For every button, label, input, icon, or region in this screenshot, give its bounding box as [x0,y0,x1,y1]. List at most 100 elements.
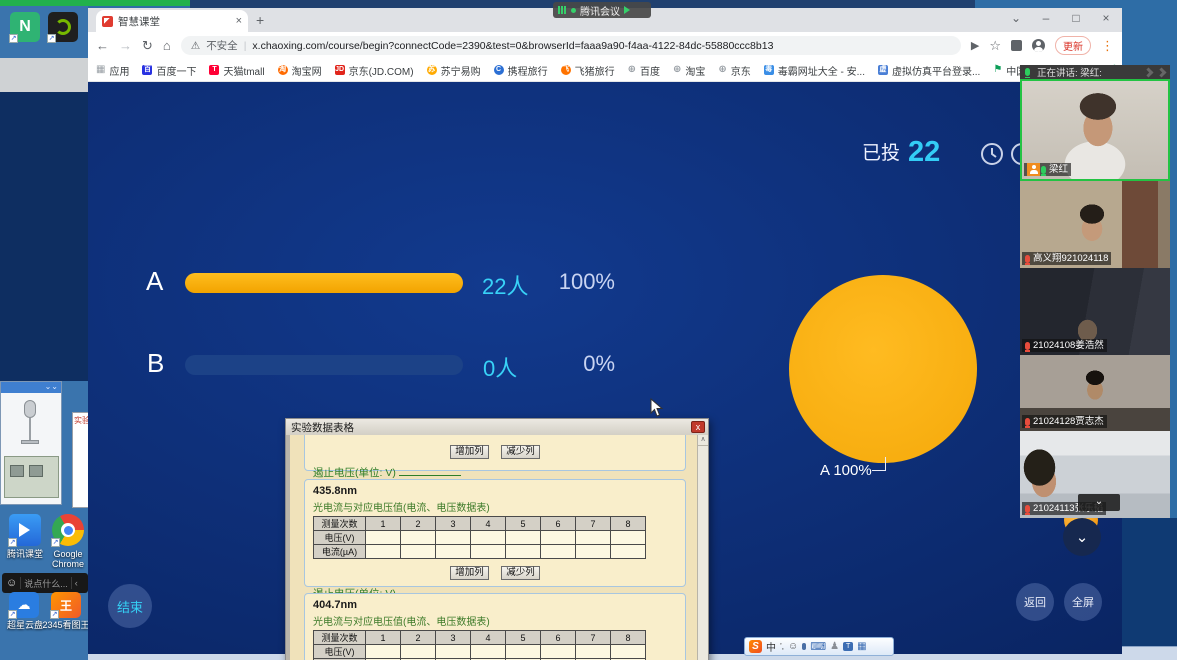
keyboard-icon[interactable]: ⌨ [810,641,827,653]
simulation-window[interactable]: ⌄⌄ [0,381,62,505]
close-button[interactable]: × [1102,11,1110,25]
window-menu-chevron-icon[interactable]: ⌄ [1010,11,1022,25]
bookmark-duba[interactable]: 毒毒霸网址大全 - 安... [763,65,865,78]
remove-column-button[interactable]: 减少列 [501,566,540,580]
participant-label: 21024108姜浩然 [1022,339,1107,352]
emoji-icon[interactable]: ☺ [788,641,799,652]
bookmark-taobao[interactable]: 淘淘宝网 [277,65,322,78]
home-icon[interactable]: ⌂ [162,38,171,53]
bookmark-suning[interactable]: 苏苏宁易购 [426,65,481,78]
tab-close-icon[interactable]: × [235,15,242,27]
back-icon[interactable]: ← [96,38,109,53]
video-tile[interactable]: 高义翔921024118 [1020,181,1170,268]
minimize-button[interactable]: – [1042,11,1050,25]
collapse-chevron-icon[interactable]: ‹ [74,578,78,588]
desktop-icon-chrome[interactable]: ↗ [51,514,84,547]
microphone-device-graphic [19,400,41,450]
voltage-cell[interactable] [365,530,401,545]
table-header-cell: 测量次数 [313,516,366,531]
option-b-count: 0人 [483,356,518,381]
reload-icon[interactable]: ↻ [142,37,153,53]
option-b-bar [185,355,463,375]
bookmark-taobao2[interactable]: ⊕ 淘宝 [672,64,706,78]
bookmark-virtual-sim[interactable]: 虚虚拟仿真平台登录... [877,65,981,78]
new-tab-button[interactable]: + [256,12,265,28]
row-label: 电流(µA) [313,544,366,559]
desktop-icon-2345-viewer[interactable]: 王 ↗ [50,592,81,619]
desktop-icon-nvidia[interactable]: ↗ [47,12,78,43]
bookmark-jd[interactable]: JD 京东(JD.COM) [334,65,414,78]
desktop-icon-green-app[interactable]: N ↗ [9,12,40,43]
jd-icon: JD [334,65,345,75]
bookmark-tmall[interactable]: T 天猫tmall [209,63,265,78]
ime-mode-toggle[interactable]: 中 [766,643,776,654]
fullscreen-button[interactable]: 全屏 [1064,583,1102,621]
ime-toolbar[interactable]: S 中 ’, ☺ ⌨ ♟ T ▦ [744,637,894,656]
video-tile-speaker[interactable]: 梁红 [1020,79,1170,181]
speaker-icon [624,6,634,14]
popup-scrollbar[interactable]: ∧ [697,435,708,660]
chat-placeholder[interactable]: 说点什么... [24,578,68,589]
add-column-button[interactable]: 增加列 [450,566,489,580]
bookmark-baidu[interactable]: ⊕ 百度 [627,64,660,78]
skin-shirt-icon[interactable]: T [843,642,854,651]
maximize-button[interactable]: □ [1072,11,1080,25]
panel-collapse-button[interactable]: ⌄ [1063,518,1101,556]
voice-mic-icon[interactable] [802,643,807,650]
bookmark-apps[interactable]: ▦ 应用 [96,64,130,78]
viewer-glyph: 王 [59,598,72,613]
add-column-button[interactable]: 增加列 [450,445,489,459]
update-button[interactable]: 更新 [1055,36,1091,55]
voted-label: 已投 [862,143,901,164]
video-tile[interactable]: 21024108姜浩然 [1020,268,1170,355]
desktop-icon-tencent-classroom[interactable]: ↗ [8,514,41,547]
profile-avatar[interactable] [1032,39,1045,52]
video-tile[interactable]: 21024128贾志杰 [1020,355,1170,431]
current-cell[interactable] [365,544,401,559]
scroll-up-arrow-icon[interactable]: ∧ [698,435,708,446]
back-button[interactable]: 返回 [1016,583,1054,621]
partial-window-title: 实验 [74,416,90,425]
divider [20,577,22,589]
bookmark-ctrip[interactable]: C 携程旅行 [493,63,548,78]
remove-column-button[interactable]: 减少列 [501,445,540,459]
toolbox-grid-icon[interactable]: ▦ [857,641,867,652]
popup-titlebar[interactable]: 实验数据表格 x [286,419,708,435]
stop-voltage-blank[interactable] [398,467,461,476]
collapse-tooltip[interactable]: ⌄ [1078,494,1120,511]
participant-label: 高义翔921024118 [1022,252,1112,265]
browser-tab[interactable]: 智慧课堂 × [96,10,248,32]
pie-label-connector [872,457,886,471]
page-url[interactable]: x.chaoxing.com/course/begin?connectCode=… [252,39,774,52]
chat-overlay-bar[interactable]: ☺ 说点什么... ‹ [2,573,88,593]
shortcut-arrow-icon: ↗ [8,538,17,547]
table-subtitle: 光电流与对应电压值(电流、电压数据表) [313,503,490,514]
person-skin-icon[interactable]: ♟ [830,641,840,652]
end-button[interactable]: 结束 [108,584,152,628]
bookmark-fliggy[interactable]: 飞飞猪旅行 [560,65,615,78]
desktop-green-strip [0,0,190,6]
data-table-435nm: 测量次数 1 2 3 4 5 6 7 8 电压(V) [313,516,646,559]
meeting-indicator-pill[interactable]: 腾讯会议 [553,2,651,18]
pie-label: A 100% [820,462,872,479]
punctuation-toggle[interactable]: ’, [780,642,784,651]
forward-icon[interactable]: → [119,38,132,53]
bookmark-jd2[interactable]: ⊕ 京东 [718,64,751,78]
desktop-icon-chaoxing-cloud[interactable]: ☁ ↗ [8,592,39,619]
send-to-device-icon[interactable]: ▶ [970,40,980,52]
menu-dots-icon[interactable]: ⋮ [1101,37,1114,53]
emoji-icon[interactable]: ☺ [6,577,18,589]
video-tile[interactable]: 21024113张乐韬 ⌄ [1020,431,1170,518]
sogou-logo-icon[interactable]: S [749,640,762,653]
extensions-icon[interactable] [1011,40,1022,51]
icon-label: 2345看图王 [42,620,90,630]
shortcut-arrow-icon: ↗ [8,610,17,619]
bookmark-baidu-search[interactable]: 百百度一下 [142,65,197,78]
table-header-cell: 测量次数 [313,630,366,645]
timer-clock-icon[interactable] [980,142,1004,166]
bookmark-star-icon[interactable]: ☆ [989,37,1001,53]
decor-chevron-icon [1156,67,1167,77]
security-label[interactable]: 不安全 [206,40,238,52]
popup-close-button[interactable]: x [691,421,705,433]
address-bar[interactable]: ⚠ 不安全 | x.chaoxing.com/course/begin?conn… [180,36,961,55]
